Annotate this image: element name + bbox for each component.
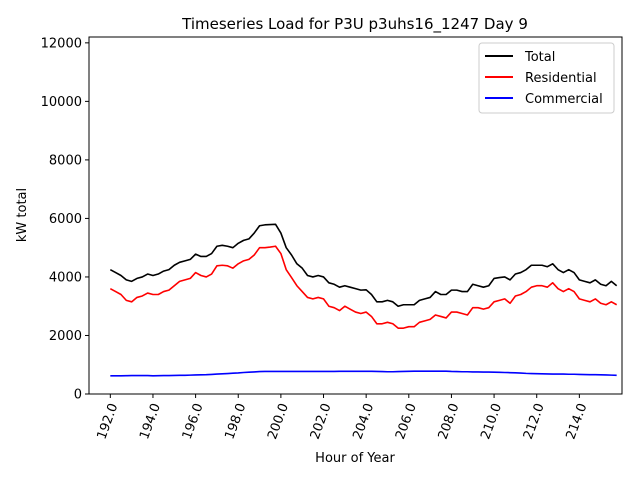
plot-area xyxy=(88,36,623,395)
y-tick-label: 0 xyxy=(74,388,82,403)
y-tick-label: 2000 xyxy=(49,329,82,344)
legend-label-total: Total xyxy=(524,50,555,65)
legend-label-commercial: Commercial xyxy=(525,92,603,107)
series-line-residential xyxy=(109,245,618,329)
y-tick-label: 6000 xyxy=(49,212,82,227)
y-tick-label: 8000 xyxy=(49,153,82,168)
y-axis-ticks: 0 2000 4000 6000 8000 10000 12000 xyxy=(41,36,89,403)
y-tick-label: 10000 xyxy=(41,95,82,110)
y-tick-label: 12000 xyxy=(41,36,82,51)
series-line-total xyxy=(109,223,618,308)
chart-title: Timeseries Load for P3U p3uhs16_1247 Day… xyxy=(181,15,528,34)
legend-box xyxy=(478,42,615,114)
y-tick-label: 4000 xyxy=(49,270,82,285)
legend-label-residential: Residential xyxy=(525,71,597,86)
y-axis-label: kW total xyxy=(15,188,30,242)
legend: Total Residential Commercial xyxy=(478,42,615,114)
axes-frame xyxy=(88,36,623,395)
series-line-commercial xyxy=(110,370,617,377)
x-axis-label: Hour of Year xyxy=(315,451,395,466)
